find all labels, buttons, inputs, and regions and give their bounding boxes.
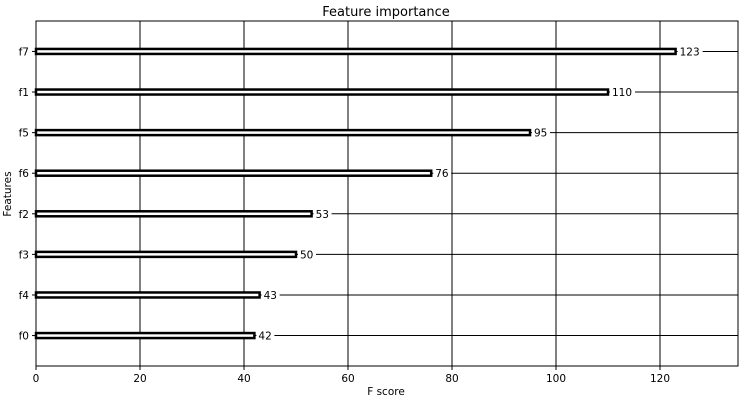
- data-label-bg: [313, 206, 332, 221]
- x-axis-label: F score: [367, 386, 405, 398]
- x-tick-label: 60: [341, 373, 354, 385]
- bar-f1: [34, 88, 610, 96]
- data-label-bg: [610, 85, 635, 100]
- bar-f7: [34, 47, 677, 56]
- y-tick-label-f7: f7: [19, 46, 29, 58]
- data-label-bg: [677, 44, 703, 59]
- data-label-bg: [261, 287, 280, 302]
- data-label-f5: 95: [534, 128, 547, 140]
- x-tick-label: 100: [546, 373, 566, 385]
- data-label-f3: 50: [300, 249, 313, 261]
- bars: [34, 47, 677, 340]
- x-tick-label: 20: [133, 373, 146, 385]
- y-tick-label-f5: f5: [19, 128, 29, 140]
- chart-title: Feature importance: [322, 5, 450, 20]
- data-label-f2: 53: [316, 209, 329, 221]
- y-tick-label-f6: f6: [19, 168, 30, 180]
- y-tick-label-f0: f0: [19, 331, 29, 343]
- data-labels: 42 43 50 53 76 95 110 123: [256, 44, 703, 343]
- bar-f3: [34, 250, 298, 259]
- data-label-bg: [532, 125, 550, 140]
- y-tick-label-f4: f4: [19, 290, 30, 302]
- bar-f4: [34, 291, 261, 299]
- bar-f5: [34, 128, 532, 137]
- data-label-f6: 76: [435, 168, 449, 180]
- x-ticks: 0 20 40 60 80 100 120: [33, 366, 670, 385]
- x-tick-label: 80: [445, 373, 458, 385]
- data-label-f0: 42: [258, 331, 271, 343]
- data-label-f7: 123: [680, 46, 700, 58]
- data-label-bg: [256, 328, 275, 343]
- data-label-bg: [298, 247, 316, 262]
- plot-frame: [35, 20, 739, 367]
- bar-f0: [34, 331, 256, 340]
- bar-f6: [34, 169, 433, 177]
- data-label-f1: 110: [612, 87, 632, 99]
- data-label-f4: 43: [264, 290, 277, 302]
- x-tick-label: 0: [33, 373, 40, 385]
- y-tick-label-f1: f1: [19, 87, 29, 99]
- data-label-bg: [433, 166, 452, 181]
- y-ticks: f0 f4 f3 f2 f6 f5 f1 f7: [19, 46, 36, 343]
- bar-f2: [34, 210, 313, 218]
- grid-lines: [35, 21, 738, 366]
- x-tick-label: 40: [237, 373, 250, 385]
- y-axis-label: Features: [2, 171, 14, 216]
- x-tick-label: 120: [650, 373, 670, 385]
- y-tick-label-f3: f3: [19, 249, 29, 261]
- y-tick-label-f2: f2: [19, 209, 29, 221]
